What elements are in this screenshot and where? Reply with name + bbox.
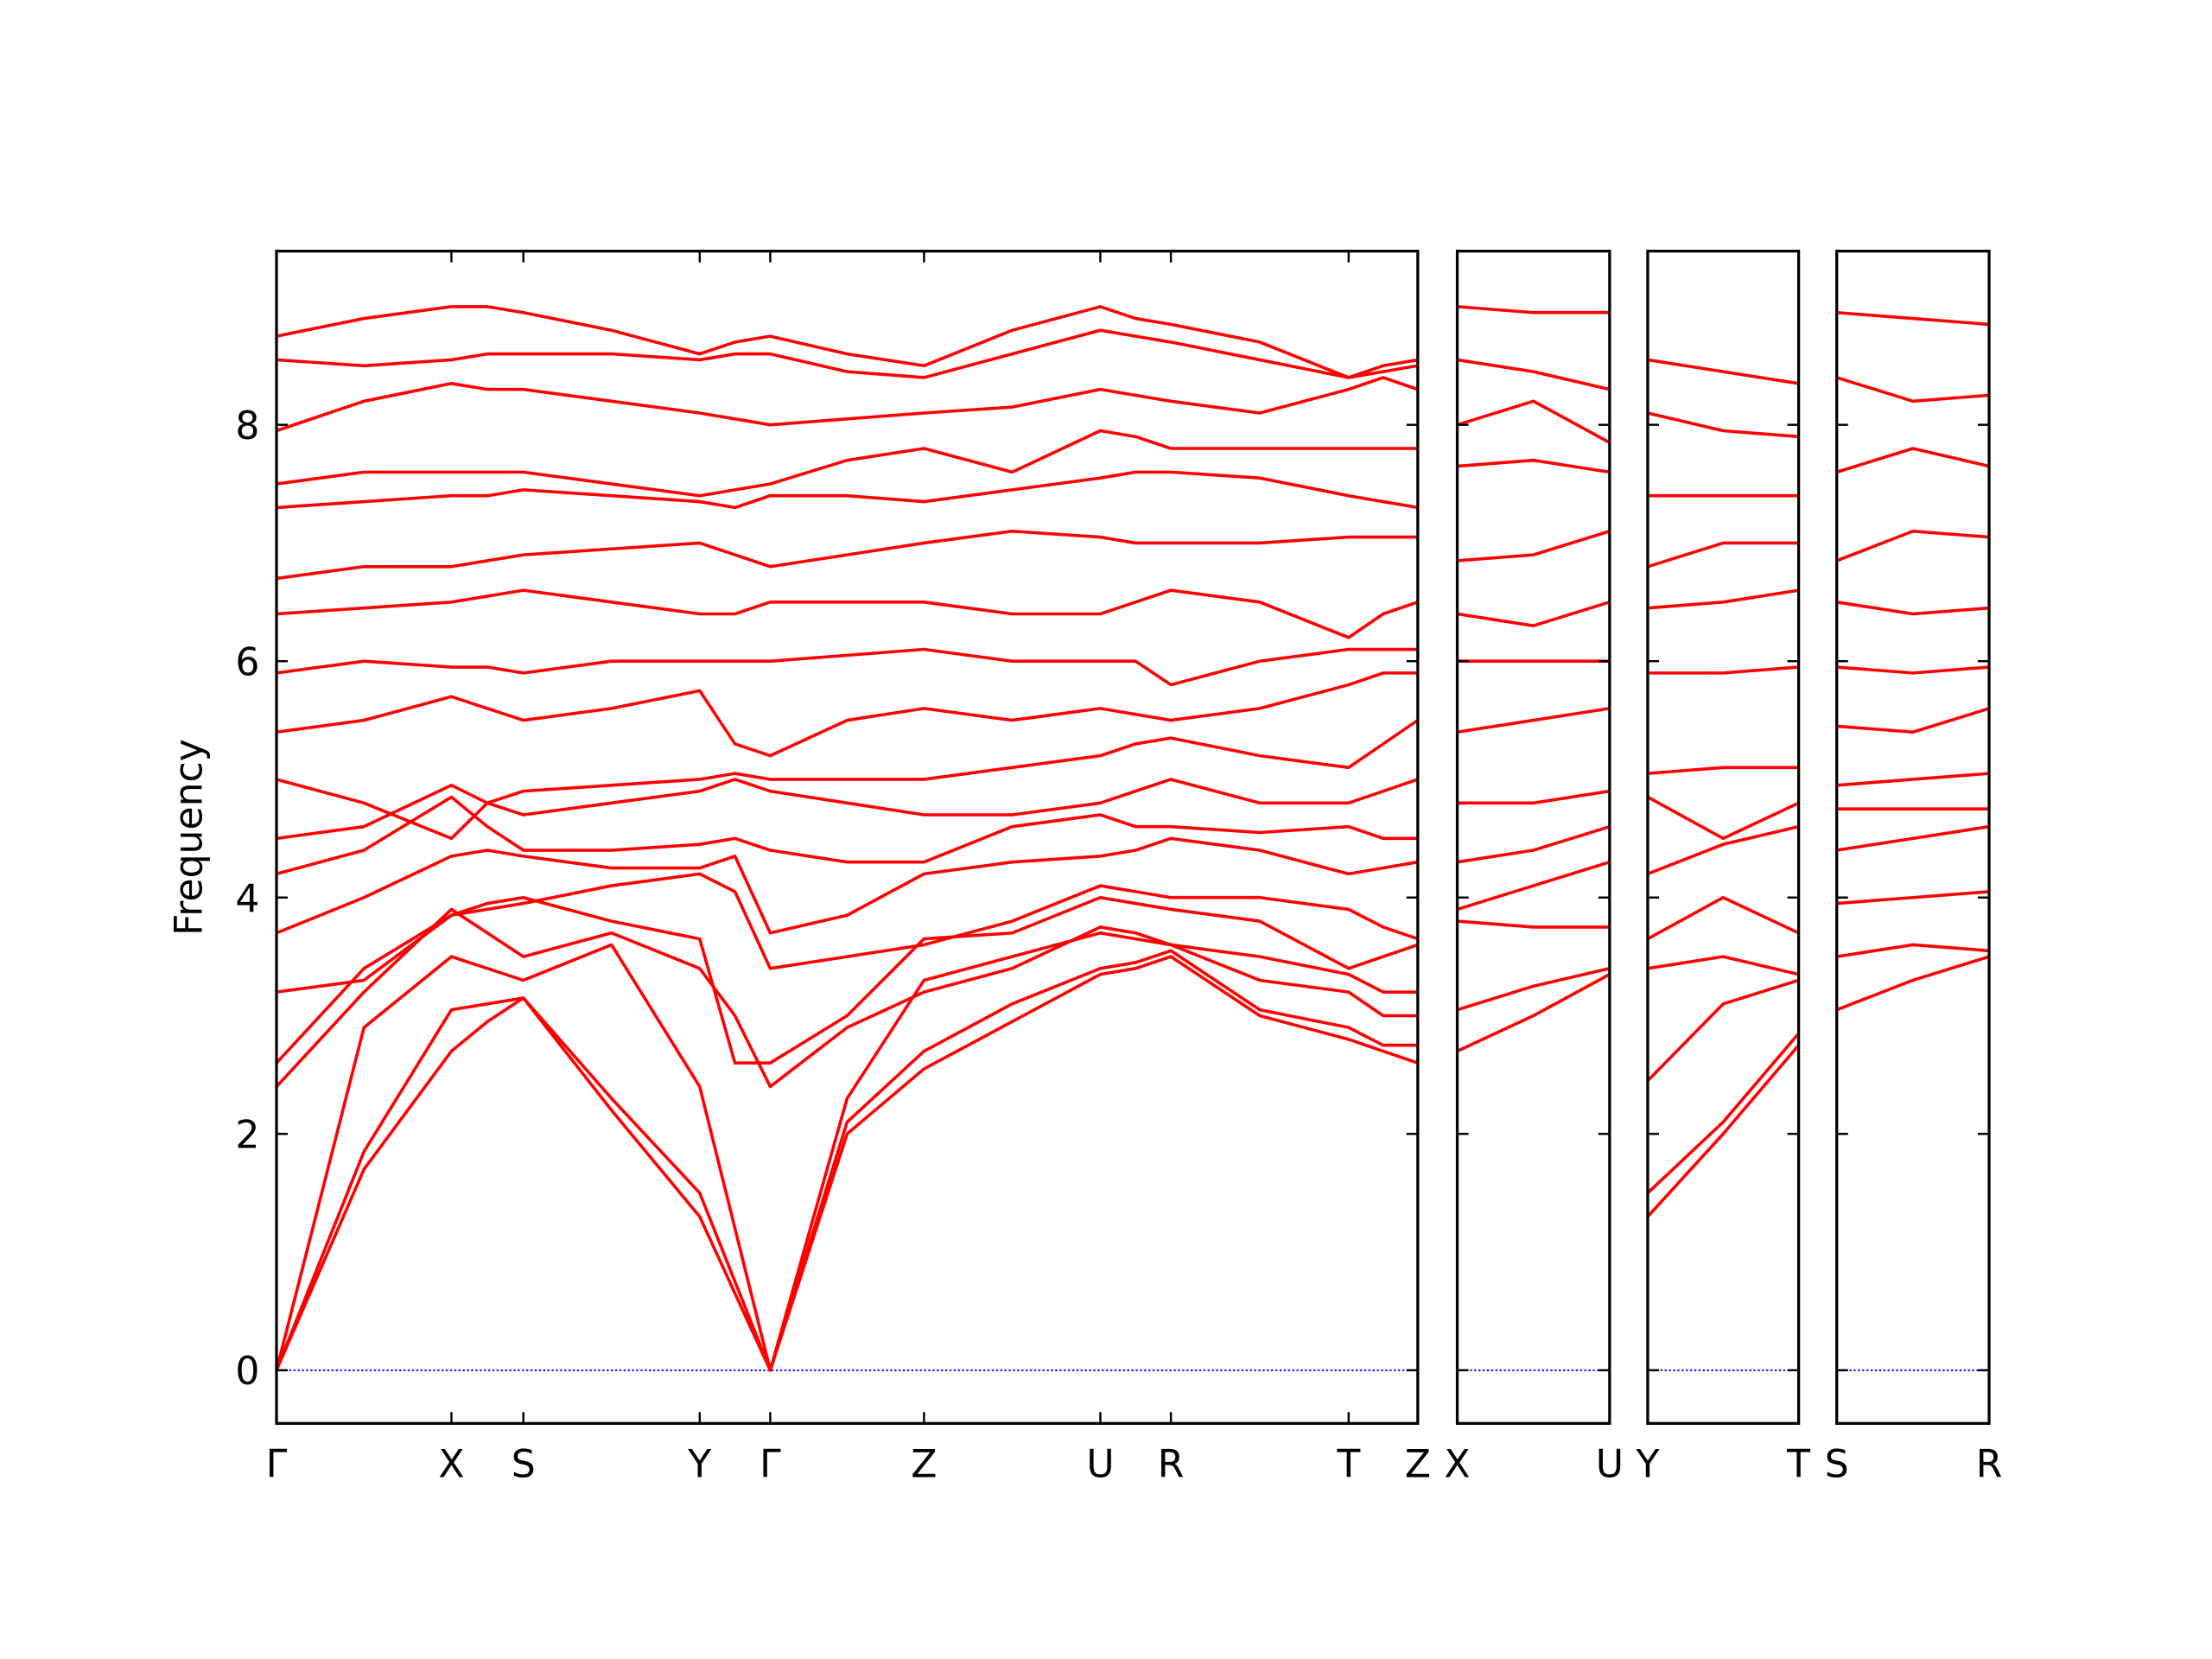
band-line (1647, 588, 1799, 610)
x-tick-label: Γ (760, 1442, 781, 1486)
band-line (1836, 890, 1990, 906)
plot-frame (1835, 249, 1991, 1425)
band-line (1836, 943, 1990, 958)
band-line (1457, 305, 1610, 315)
band-line (1457, 789, 1611, 805)
band-line (276, 470, 1419, 510)
band-line (275, 949, 1418, 1372)
y-tick-label: 8 (235, 404, 259, 448)
x-tick-label: S (1825, 1442, 1849, 1486)
x-tick-label: X (1444, 1442, 1470, 1486)
band-line (276, 376, 1419, 433)
band-line (1457, 919, 1610, 929)
band-line (275, 931, 1418, 1372)
band-line (1457, 530, 1611, 563)
band-line (1647, 541, 1799, 569)
plot-frame (1455, 249, 1611, 1425)
band-line (1646, 978, 1800, 1082)
band-line (276, 529, 1418, 581)
x-tick-label: R (1158, 1442, 1185, 1486)
band-line (276, 671, 1418, 758)
band-line (1836, 447, 1990, 474)
band-line (1836, 310, 1990, 327)
band-line (275, 955, 1419, 1372)
band-line (1457, 458, 1611, 474)
band-line (1456, 399, 1611, 444)
band-line (1647, 955, 1800, 976)
band-line (1647, 824, 1800, 876)
band-line (1836, 955, 1990, 1012)
band-line (1836, 665, 1990, 675)
band-line (275, 895, 1419, 1065)
band-line (1836, 824, 1990, 852)
x-tick-label: T (1786, 1442, 1811, 1486)
y-tick-label: 6 (235, 641, 259, 685)
x-tick-label: Y (1635, 1442, 1660, 1486)
band-line (276, 588, 1419, 639)
band-line (276, 647, 1418, 687)
y-tick-label: 4 (235, 877, 259, 921)
band-line (1647, 795, 1800, 841)
band-line (276, 429, 1418, 498)
band-line (1457, 601, 1611, 627)
x-tick-label: X (438, 1442, 464, 1486)
x-tick-label: Y (687, 1442, 712, 1486)
band-line (1647, 895, 1800, 941)
band-line (276, 795, 1418, 876)
plot-frame (275, 249, 1420, 1425)
x-tick-label: U (1596, 1442, 1624, 1486)
band-line (1456, 967, 1611, 1012)
band-line (1836, 376, 1990, 404)
plot-frame (1646, 249, 1801, 1425)
x-tick-label: Z (911, 1442, 937, 1486)
band-line (1456, 860, 1611, 912)
x-tick-label: U (1086, 1442, 1114, 1486)
band-line (1457, 824, 1611, 864)
band-line (1836, 601, 1990, 616)
band-line (1836, 772, 1990, 787)
band-line (1646, 1032, 1801, 1194)
y-tick-label: 0 (235, 1350, 259, 1394)
band-line (1646, 1044, 1801, 1218)
band-line (1647, 766, 1799, 775)
band-line (276, 836, 1419, 935)
x-tick-label: T (1336, 1442, 1361, 1486)
x-tick-label: Z (1405, 1442, 1431, 1486)
band-line (1836, 529, 1990, 563)
x-tick-label: Γ (266, 1442, 288, 1486)
x-tick-label: R (1976, 1442, 2003, 1486)
band-line (1457, 358, 1611, 391)
band-line (1647, 411, 1799, 439)
y-tick-label: 2 (235, 1114, 259, 1158)
band-line (276, 778, 1419, 841)
x-tick-label: S (512, 1442, 536, 1486)
y-axis-label: Frequency (167, 739, 211, 936)
band-line (276, 872, 1419, 994)
band-line (1647, 358, 1799, 385)
band-line (1456, 973, 1611, 1053)
band-line (276, 719, 1419, 841)
band-line (275, 907, 1418, 1089)
band-line (1647, 665, 1799, 675)
band-line (1836, 707, 1990, 734)
band-line (276, 305, 1419, 379)
band-line (1457, 707, 1611, 734)
band-line (276, 328, 1419, 379)
